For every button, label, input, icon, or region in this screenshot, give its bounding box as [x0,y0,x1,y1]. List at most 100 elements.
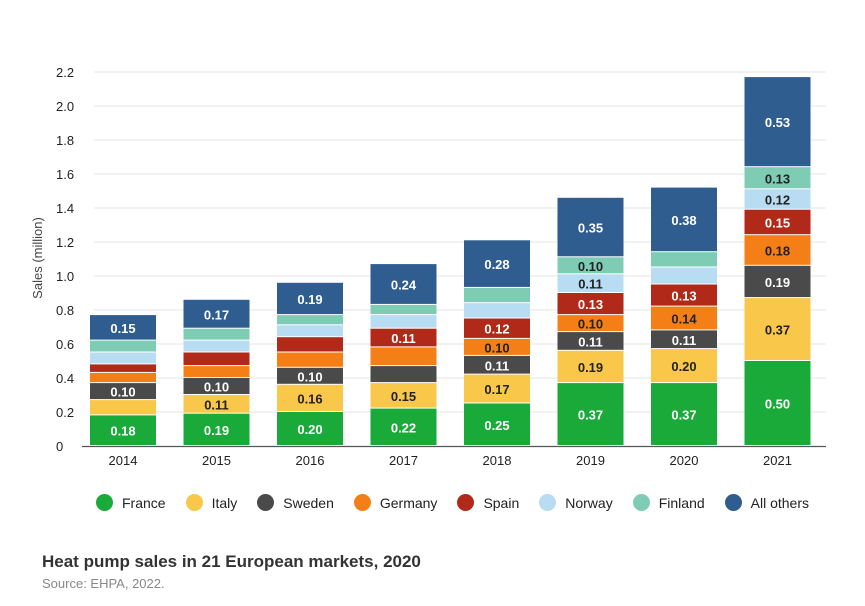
legend-swatch [257,494,275,511]
legend-swatch [185,494,203,511]
legend-label: All others [750,494,809,511]
legend-item-finland: Finland [632,494,705,511]
bar-segment-italy [744,298,811,360]
bar-segment-norway [464,303,530,318]
data-label: 0.35 [578,221,603,236]
x-tick-label: 2017 [389,453,418,468]
y-tick-label: 1.0 [56,269,74,284]
bar-segment-spain [90,364,156,372]
bar-segment-sweden [277,367,343,384]
legend-label: Sweden [283,494,334,511]
bar-segment-france [744,361,811,445]
data-label: 0.50 [765,397,790,412]
legend: France Italy Sweden Germany Spain Norway Finla… [96,494,829,511]
legend-label: Norway [565,494,613,511]
data-label: 0.11 [578,334,603,349]
data-label: 0.11 [391,331,416,346]
data-label: 0.19 [297,292,322,307]
bar-segment-norway [557,274,624,292]
bar-segment-all-others [277,282,343,315]
bar-segment-italy [370,383,437,408]
data-label: 0.19 [578,360,603,375]
bar-segment-sweden [370,366,437,383]
data-label: 0.19 [204,423,229,438]
bar-segment-italy [183,395,250,413]
bars: 0.18 0.10 0.15 0.19 0.11 0.10 0.17 0.20 0.16 0.10… [90,77,811,445]
stacked-bar-chart: 0 0.2 0.4 0.6 0.8 1.0 1.2 1.4 1.6 1.8 2.0 2.2 Sales… [30,65,826,468]
bar-segment-norway [90,352,156,364]
data-label: 0.11 [485,358,510,373]
data-label: 0.37 [578,408,603,423]
y-axis-ticks: 0 0.2 0.4 0.6 0.8 1.0 1.2 1.4 1.6 1.8 2.0 2.2 [56,65,74,454]
data-label: 0.10 [484,340,509,355]
bar-segment-finland [464,287,530,303]
bar-segment-italy [90,400,156,415]
data-label: 0.10 [110,385,135,400]
x-axis-ticks: 2014 2015 2016 2017 2018 2019 2020 2021 [109,453,792,468]
data-label: 0.37 [765,323,790,338]
legend-label: Spain [483,494,520,511]
data-label: 0.12 [484,322,509,337]
bar-segment-all-others [651,187,717,252]
y-tick-label: 0.2 [56,405,74,420]
bar-segment-norway [744,189,811,209]
bar-segment-italy [557,350,624,383]
data-label: 0.15 [765,215,790,230]
y-tick-label: 0.6 [56,337,74,352]
data-label: 0.20 [297,422,322,437]
y-tick-label: 0.8 [56,303,74,318]
chart-caption-source: Source: EHPA, 2022. [42,576,165,591]
data-label: 0.10 [578,317,603,332]
bar-segment-italy [464,374,530,403]
data-label: 0.15 [391,389,416,404]
data-label: 0.53 [765,115,790,130]
bar-segment-all-others [370,264,437,304]
x-tick-label: 2016 [296,453,325,468]
bar-segment-finland [744,167,811,189]
data-label: 0.10 [297,369,322,384]
data-label: 0.28 [484,257,509,272]
bar-segment-france [183,413,250,445]
data-label: 0.10 [204,380,229,395]
y-tick-label: 1.4 [56,201,74,216]
bar-segment-spain [370,328,437,347]
bar-segment-germany [370,347,437,366]
legend-label: Germany [379,494,438,511]
data-label: 0.13 [578,297,603,312]
bar-segment-norway [651,267,717,284]
data-label: 0.18 [110,424,135,439]
bar-segment-spain [277,337,343,352]
bar-segment-all-others [464,240,530,287]
x-tick-label: 2021 [763,453,792,468]
data-label: 0.37 [671,408,696,423]
bar-segment-finland [651,252,717,267]
y-tick-label: 1.6 [56,167,74,182]
bar-segment-all-others [90,315,156,340]
bar-segment-france [651,383,717,445]
bar-segment-sweden [651,330,717,349]
bar-segment-sweden [557,332,624,350]
bar-segment-finland [90,340,156,352]
bar-segment-germany [744,235,811,265]
data-label: 0.11 [204,397,229,412]
data-label: 0.11 [672,333,697,348]
data-label: 0.17 [484,382,509,397]
legend-swatch [632,494,650,511]
bar-segment-norway [370,315,437,328]
legend-swatch [539,494,557,511]
bar-segment-france [464,403,530,445]
bar-segment-germany [557,315,624,332]
bar-segment-finland [370,304,437,315]
bar-segment-france [90,415,156,445]
y-tick-label: 0 [56,439,63,454]
legend-label: France [122,494,166,511]
x-tick-label: 2014 [109,453,138,468]
data-label: 0.13 [671,289,696,304]
data-label: 0.12 [765,193,790,208]
legend-swatch [457,494,475,511]
y-tick-label: 0.4 [56,371,74,386]
legend-swatch [724,494,742,511]
bar-segment-italy [277,384,343,411]
bar-segment-spain [744,209,811,235]
data-label: 0.20 [671,359,696,374]
